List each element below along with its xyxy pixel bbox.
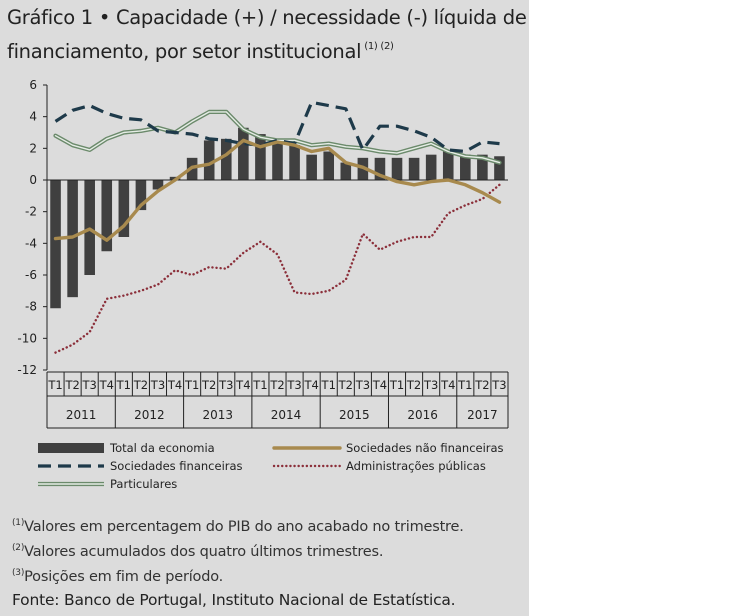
bar-total-economia xyxy=(135,180,147,211)
bar-total-economia xyxy=(323,151,335,180)
bar-total-economia xyxy=(340,162,352,180)
y-tick-label: 2 xyxy=(29,141,37,155)
y-tick-label: -2 xyxy=(25,205,37,219)
bar-total-economia xyxy=(152,180,164,190)
x-tick-label: T1 xyxy=(116,378,131,392)
y-tick-label: -4 xyxy=(25,236,37,250)
x-tick-label: T4 xyxy=(440,378,455,392)
title-label: Gráfico 1 xyxy=(7,6,93,29)
bar-total-economia xyxy=(442,151,454,180)
bar-total-economia xyxy=(391,157,403,180)
source-note: Fonte: Banco de Portugal, Instituto Naci… xyxy=(12,591,456,609)
x-tick-label: T1 xyxy=(47,378,62,392)
bar-total-economia xyxy=(425,154,437,180)
x-tick-label: T4 xyxy=(235,378,250,392)
x-tick-label: T3 xyxy=(491,378,506,392)
x-tick-label: T3 xyxy=(286,378,301,392)
bar-total-economia xyxy=(118,180,130,237)
legend-label: Particulares xyxy=(110,477,177,491)
x-tick-label: T2 xyxy=(269,378,284,392)
x-tick-label: T3 xyxy=(423,378,438,392)
y-tick-label: -6 xyxy=(25,268,37,282)
year-label: 2017 xyxy=(467,408,498,422)
x-tick-label: T4 xyxy=(303,378,318,392)
y-tick-label: -10 xyxy=(17,331,37,345)
x-tick-label: T1 xyxy=(389,378,404,392)
x-tick-label: T3 xyxy=(150,378,165,392)
y-tick-label: -8 xyxy=(25,300,37,314)
x-tick-label: T2 xyxy=(474,378,489,392)
x-tick-label: T1 xyxy=(184,378,199,392)
line-sociedades-nao-financeiras xyxy=(53,138,502,242)
legend-label: Total da economia xyxy=(109,441,215,455)
x-tick-label: T2 xyxy=(64,378,79,392)
bar-total-economia xyxy=(494,156,505,180)
x-tick-label: T2 xyxy=(406,378,421,392)
x-tick-label: T3 xyxy=(218,378,233,392)
year-label: 2014 xyxy=(271,408,302,422)
year-label: 2015 xyxy=(339,408,370,422)
year-label: 2016 xyxy=(407,408,438,422)
footnote-2: (2)Valores acumulados dos quatro últimos… xyxy=(12,543,384,560)
y-tick-label: 4 xyxy=(29,110,37,124)
line-administracoes-publicas xyxy=(54,183,501,354)
bar-total-economia xyxy=(101,180,113,252)
bar-total-economia xyxy=(272,140,283,180)
title-note-refs: (1) (2) xyxy=(364,41,394,52)
footnote-3: (3)Posições em fim de período. xyxy=(12,568,224,585)
bar-total-economia xyxy=(220,138,232,180)
bar-total-economia xyxy=(289,145,300,180)
title-bullet: • xyxy=(98,6,111,29)
bar-total-economia xyxy=(238,127,249,180)
year-label: 2011 xyxy=(66,408,97,422)
x-tick-label: T4 xyxy=(372,378,387,392)
x-tick-label: T3 xyxy=(82,378,97,392)
bar-total-economia xyxy=(477,154,488,180)
bar-total-economia xyxy=(306,154,317,180)
title-text: Capacidade (+) / necessidade (-) líquida… xyxy=(7,6,527,63)
line-sociedades-financeiras xyxy=(54,100,500,154)
x-tick-label: T1 xyxy=(252,378,267,392)
year-label: 2013 xyxy=(202,408,233,422)
x-tick-label: T4 xyxy=(99,378,114,392)
x-tick-label: T1 xyxy=(321,378,336,392)
bar-total-economia xyxy=(408,157,420,180)
x-tick-label: T2 xyxy=(201,378,216,392)
legend-label: Sociedades não financeiras xyxy=(346,441,504,455)
legend-label: Sociedades financeiras xyxy=(110,459,243,473)
x-tick-label: T2 xyxy=(338,378,353,392)
legend-swatch-total-economia xyxy=(38,443,104,453)
bar-total-economia xyxy=(203,140,215,180)
x-tick-label: T2 xyxy=(133,378,148,392)
x-tick-label: T4 xyxy=(167,378,182,392)
x-tick-label: T1 xyxy=(457,378,472,392)
bar-total-economia xyxy=(50,180,61,309)
year-label: 2012 xyxy=(134,408,165,422)
footnote-1: (1)Valores em percentagem do PIB do ano … xyxy=(12,518,464,535)
chart-title: Gráfico 1 • Capacidade (+) / necessidade… xyxy=(7,3,527,66)
legend-label: Administrações públicas xyxy=(346,459,486,473)
y-tick-label: 0 xyxy=(29,173,37,187)
x-tick-label: T3 xyxy=(355,378,370,392)
y-tick-label: 6 xyxy=(29,78,37,92)
bar-total-economia xyxy=(255,134,266,180)
bar-total-economia xyxy=(460,154,471,180)
figure-panel: Gráfico 1 • Capacidade (+) / necessidade… xyxy=(0,0,529,616)
bar-total-economia xyxy=(374,157,386,180)
y-tick-label: -12 xyxy=(17,363,37,377)
